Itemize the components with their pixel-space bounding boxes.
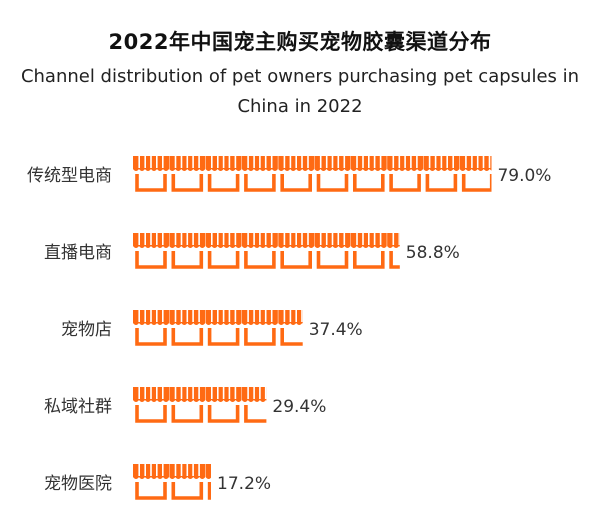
storefront-icon bbox=[459, 154, 492, 192]
storefront-icon bbox=[241, 154, 278, 192]
pictogram-bar bbox=[133, 231, 400, 269]
storefront-icon bbox=[205, 385, 242, 423]
storefront-icon bbox=[423, 154, 460, 192]
storefront-icon bbox=[350, 231, 387, 269]
storefront-icon bbox=[133, 231, 169, 269]
chart-subtitle: Channel distribution of pet owners purch… bbox=[20, 66, 580, 117]
storefront-icon bbox=[314, 154, 351, 192]
category-label: 宠物店 bbox=[61, 320, 112, 340]
storefront-icon bbox=[314, 231, 351, 269]
storefront-icon bbox=[278, 231, 315, 269]
storefront-icon bbox=[133, 385, 169, 423]
storefront-icon bbox=[133, 308, 169, 346]
category-label: 直播电商 bbox=[44, 243, 112, 263]
storefront-icon bbox=[387, 154, 424, 192]
storefront-icon bbox=[241, 308, 278, 346]
value-label: 17.2% bbox=[217, 474, 271, 494]
storefront-icon bbox=[278, 154, 315, 192]
storefront-icon bbox=[169, 385, 206, 423]
value-label: 29.4% bbox=[272, 397, 326, 417]
pictogram-bar bbox=[133, 385, 267, 423]
storefront-icon bbox=[205, 231, 242, 269]
storefront-icon bbox=[350, 154, 387, 192]
value-label: 37.4% bbox=[309, 320, 363, 340]
pictogram-bar bbox=[133, 308, 303, 346]
storefront-icon bbox=[205, 154, 242, 192]
chart-title: 2022年中国宠主购买宠物胶囊渠道分布 bbox=[108, 30, 492, 54]
storefront-icon bbox=[169, 308, 206, 346]
storefront-icon bbox=[205, 308, 242, 346]
storefront-icon bbox=[241, 231, 278, 269]
category-label: 宠物医院 bbox=[44, 474, 112, 494]
category-label: 私域社群 bbox=[44, 397, 112, 417]
storefront-icon bbox=[169, 154, 206, 192]
value-label: 58.8% bbox=[406, 243, 460, 263]
pictogram-bar bbox=[133, 154, 492, 192]
value-label: 79.0% bbox=[497, 166, 551, 186]
storefront-icon bbox=[133, 154, 169, 192]
storefront-icon bbox=[169, 231, 206, 269]
storefront-icon bbox=[133, 462, 169, 500]
storefront-icon bbox=[169, 462, 206, 500]
category-label: 传统型电商 bbox=[27, 166, 112, 186]
